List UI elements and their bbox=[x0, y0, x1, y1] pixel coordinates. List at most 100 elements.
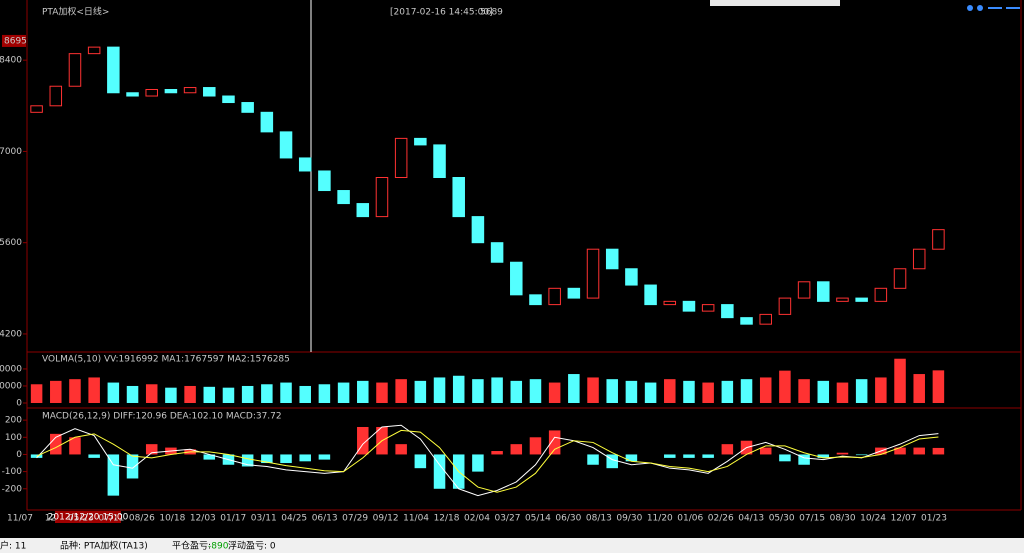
volume-bar bbox=[855, 379, 868, 403]
x-tick-label: 11/04 bbox=[403, 514, 429, 524]
candle bbox=[452, 176, 465, 218]
max-label-box bbox=[2, 34, 26, 47]
candle bbox=[893, 268, 907, 289]
macd-bar bbox=[855, 454, 868, 456]
candle bbox=[414, 137, 427, 146]
max-label: 8695 bbox=[4, 36, 27, 46]
candle bbox=[778, 297, 792, 315]
volume-bar bbox=[587, 377, 599, 403]
candle bbox=[836, 297, 849, 302]
macd-bar bbox=[587, 454, 599, 465]
macd-line bbox=[36, 429, 939, 493]
y-tick-label: 4200 bbox=[0, 329, 22, 339]
macd-bar bbox=[548, 430, 561, 455]
candle bbox=[721, 304, 734, 319]
volume-bar bbox=[606, 379, 618, 403]
volume-bar bbox=[88, 377, 100, 403]
volume-bar bbox=[433, 377, 446, 403]
volume-bar bbox=[376, 382, 388, 403]
timestamp: [2017-02-16 14:45:00] bbox=[390, 8, 493, 18]
candle bbox=[548, 287, 561, 306]
volume-bar bbox=[184, 385, 196, 403]
candle bbox=[932, 229, 945, 250]
account: 户: 11 bbox=[0, 540, 26, 552]
x-tick-label: 04/25 bbox=[281, 514, 307, 524]
x-tick-label: 03/11 bbox=[251, 514, 277, 524]
volume-bar bbox=[894, 358, 906, 403]
macd-bar bbox=[241, 454, 254, 467]
volume-bar bbox=[357, 380, 369, 403]
macd-bar bbox=[299, 454, 311, 462]
float-pnl: 浮动盈亏: 0 bbox=[228, 540, 276, 552]
x-tick-label: 06/30 bbox=[555, 514, 581, 524]
cursor-label-box bbox=[55, 511, 121, 523]
x-tick-label: 12 bbox=[45, 514, 56, 524]
volume-bar bbox=[69, 379, 81, 403]
macd-bar bbox=[30, 454, 43, 458]
macd-bar bbox=[759, 447, 772, 455]
symbol[interactable]: 品种: PTA加权(TA13) bbox=[60, 540, 148, 552]
volume-bar bbox=[702, 382, 714, 403]
macd-bar bbox=[664, 454, 676, 458]
volume-bar bbox=[721, 380, 734, 403]
x-tick-label: 08/26 bbox=[129, 514, 155, 524]
x-tick-label: 08/30 bbox=[830, 514, 856, 524]
candle bbox=[183, 87, 197, 94]
macd-bar bbox=[472, 454, 484, 472]
candle bbox=[356, 203, 370, 218]
candle bbox=[260, 111, 274, 133]
candle bbox=[529, 294, 542, 306]
x-tick-label: 12/07 bbox=[891, 514, 917, 524]
macd-bar bbox=[107, 454, 120, 496]
x-tick-label: 03/27 bbox=[494, 514, 520, 524]
candle bbox=[203, 87, 216, 97]
x-tick-label: 12/03 bbox=[190, 514, 216, 524]
close-pnl-label: 平仓盈亏: bbox=[172, 540, 211, 552]
y-tick-label: 0 bbox=[16, 399, 22, 409]
x-tick-label: 07/15 bbox=[799, 514, 825, 524]
volume-bar bbox=[452, 375, 465, 403]
y-tick-label: 200 bbox=[5, 416, 22, 426]
x-tick-label: 07/11 bbox=[98, 514, 124, 524]
candle bbox=[663, 300, 677, 306]
y-tick-label: 7000 bbox=[0, 147, 22, 157]
x-tick-label: 02/26 bbox=[708, 514, 734, 524]
x-tick-label: 10/18 bbox=[159, 514, 185, 524]
volume-bar bbox=[913, 374, 925, 403]
x-tick-label: 12/18 bbox=[434, 514, 460, 524]
toolbar[interactable] bbox=[710, 0, 840, 6]
candle bbox=[394, 137, 408, 178]
candle bbox=[107, 46, 120, 94]
volume-bar bbox=[798, 379, 810, 403]
zoom-icons[interactable] bbox=[967, 5, 1020, 11]
macd-bar bbox=[491, 451, 503, 455]
macd-bar bbox=[145, 444, 158, 455]
candle bbox=[318, 170, 331, 192]
volume-bar bbox=[203, 386, 216, 403]
macd-bar bbox=[510, 444, 523, 455]
macd-bar bbox=[721, 444, 734, 455]
last-price: 5689 bbox=[480, 8, 503, 18]
candle bbox=[68, 53, 82, 87]
volume-bar bbox=[817, 380, 830, 403]
candle bbox=[471, 216, 485, 244]
macd-bar bbox=[779, 454, 791, 462]
candle bbox=[433, 144, 446, 178]
volume-bar bbox=[414, 380, 427, 403]
macd-title: MACD(26,12,9) DIFF:120.96 DEA:102.10 MAC… bbox=[42, 412, 282, 422]
candle bbox=[644, 284, 657, 306]
candle bbox=[912, 248, 926, 270]
volume-bar bbox=[491, 377, 503, 403]
x-tick-label: 10/24 bbox=[860, 514, 886, 524]
volume-bar bbox=[222, 387, 235, 403]
volume-bar bbox=[683, 380, 695, 403]
volume-bar bbox=[145, 384, 158, 403]
volume-bar bbox=[241, 385, 254, 403]
macd-bar bbox=[318, 454, 331, 460]
x-tick-label: 02/04 bbox=[464, 514, 490, 524]
macd-bar bbox=[932, 447, 945, 455]
volume-bar bbox=[779, 370, 791, 403]
candle bbox=[279, 131, 293, 159]
macd-bar bbox=[50, 433, 62, 455]
